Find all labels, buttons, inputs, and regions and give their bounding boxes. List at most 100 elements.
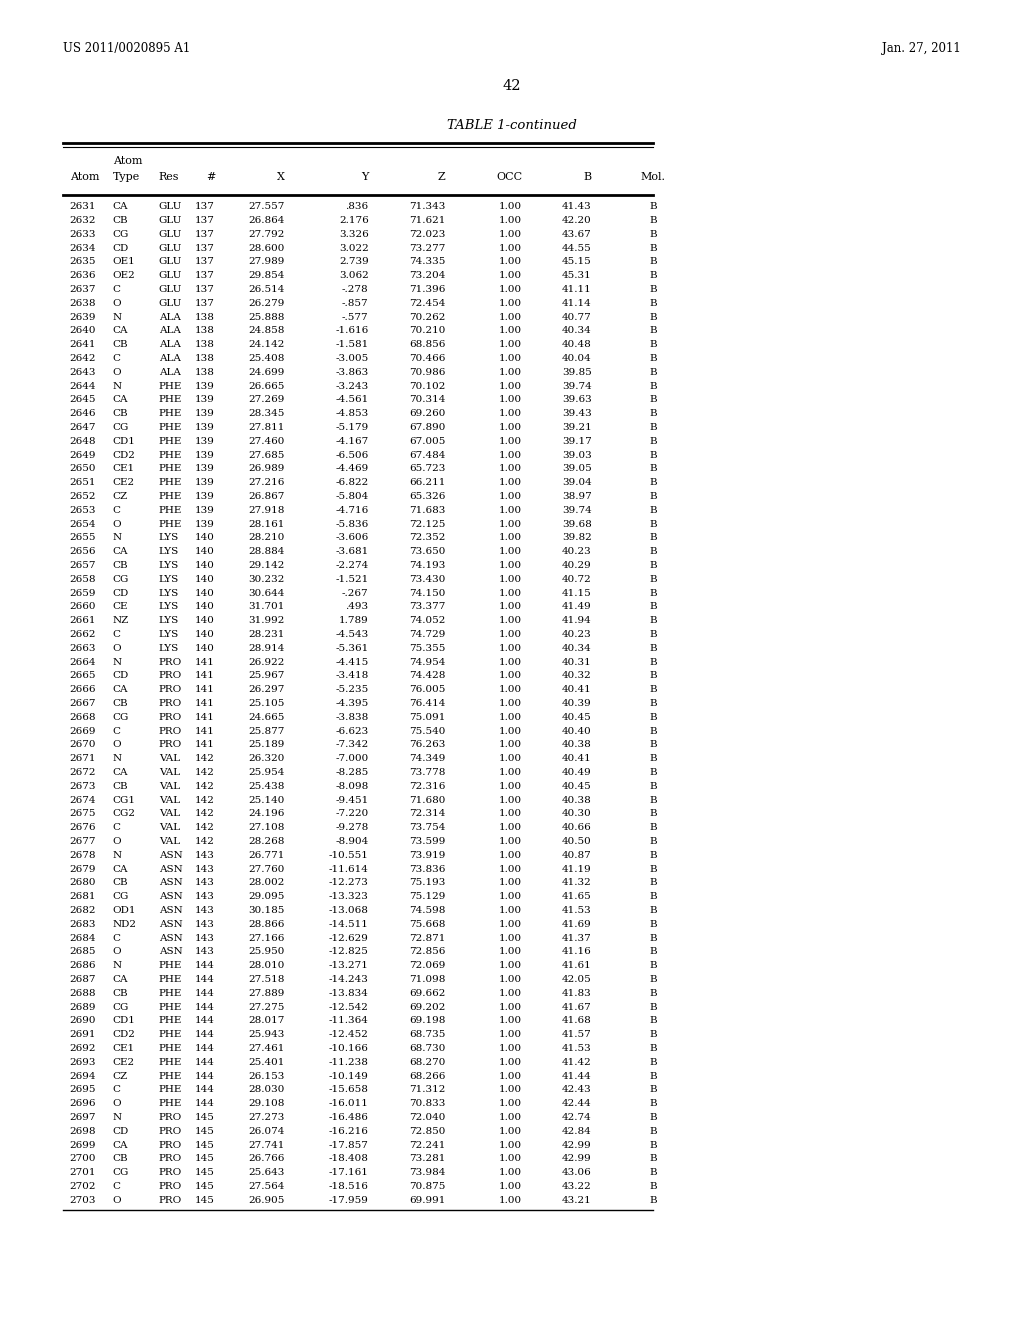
Text: 74.954: 74.954 [409,657,445,667]
Text: PRO: PRO [159,1155,182,1163]
Text: -3.243: -3.243 [336,381,369,391]
Text: 2649: 2649 [70,450,96,459]
Text: 40.50: 40.50 [562,837,592,846]
Text: 2680: 2680 [70,879,96,887]
Text: GLU: GLU [159,202,182,211]
Text: 1.00: 1.00 [499,1140,522,1150]
Text: 2664: 2664 [70,657,96,667]
Text: CA: CA [113,865,128,874]
Text: 26.864: 26.864 [248,216,285,224]
Text: 1.00: 1.00 [499,313,522,322]
Text: 43.22: 43.22 [562,1183,592,1191]
Text: 39.05: 39.05 [562,465,592,474]
Text: 31.701: 31.701 [248,602,285,611]
Text: B: B [649,437,657,446]
Text: 27.518: 27.518 [248,975,285,985]
Text: 1.00: 1.00 [499,576,522,583]
Text: CA: CA [113,1140,128,1150]
Text: 41.49: 41.49 [562,602,592,611]
Text: 140: 140 [196,630,215,639]
Text: B: B [649,975,657,985]
Text: 69.202: 69.202 [409,1003,445,1011]
Text: 140: 140 [196,576,215,583]
Text: 71.683: 71.683 [409,506,445,515]
Text: B: B [649,1016,657,1026]
Text: C: C [113,1085,121,1094]
Text: 41.16: 41.16 [562,948,592,957]
Text: 29.108: 29.108 [248,1100,285,1109]
Text: 42.99: 42.99 [562,1140,592,1150]
Text: -.577: -.577 [342,313,369,322]
Text: 39.63: 39.63 [562,396,592,404]
Text: 41.83: 41.83 [562,989,592,998]
Text: ASN: ASN [159,920,182,929]
Text: B: B [584,172,592,182]
Text: 40.04: 40.04 [562,354,592,363]
Text: 2634: 2634 [70,244,96,252]
Text: 76.414: 76.414 [409,700,445,708]
Text: 42.84: 42.84 [562,1127,592,1135]
Text: 71.621: 71.621 [409,216,445,224]
Text: N: N [113,1113,122,1122]
Text: 73.836: 73.836 [409,865,445,874]
Text: -16.486: -16.486 [329,1113,369,1122]
Text: 144: 144 [196,1072,215,1081]
Text: -6.623: -6.623 [336,726,369,735]
Text: 1.00: 1.00 [499,1085,522,1094]
Text: 1.00: 1.00 [499,368,522,378]
Text: 2689: 2689 [70,1003,96,1011]
Text: 25.877: 25.877 [248,726,285,735]
Text: -4.469: -4.469 [336,465,369,474]
Text: 140: 140 [196,548,215,556]
Text: 1.00: 1.00 [499,1127,522,1135]
Text: 2691: 2691 [70,1030,96,1039]
Text: 2701: 2701 [70,1168,96,1177]
Text: -4.167: -4.167 [336,437,369,446]
Text: 139: 139 [196,465,215,474]
Text: 1.00: 1.00 [499,616,522,626]
Text: 40.31: 40.31 [562,657,592,667]
Text: 25.189: 25.189 [248,741,285,750]
Text: 68.856: 68.856 [409,341,445,350]
Text: 28.600: 28.600 [248,244,285,252]
Text: 70.466: 70.466 [409,354,445,363]
Text: B: B [649,892,657,902]
Text: B: B [649,1030,657,1039]
Text: 2688: 2688 [70,989,96,998]
Text: N: N [113,657,122,667]
Text: 143: 143 [196,948,215,957]
Text: 1.00: 1.00 [499,713,522,722]
Text: -13.068: -13.068 [329,906,369,915]
Text: 28.268: 28.268 [248,837,285,846]
Text: 27.108: 27.108 [248,824,285,833]
Text: 73.650: 73.650 [409,548,445,556]
Text: PHE: PHE [159,961,182,970]
Text: 2650: 2650 [70,465,96,474]
Text: 41.61: 41.61 [562,961,592,970]
Text: 2657: 2657 [70,561,96,570]
Text: PHE: PHE [159,506,182,515]
Text: 2703: 2703 [70,1196,96,1205]
Text: PHE: PHE [159,989,182,998]
Text: 40.23: 40.23 [562,630,592,639]
Text: B: B [649,409,657,418]
Text: 26.771: 26.771 [248,851,285,859]
Text: 1.00: 1.00 [499,961,522,970]
Text: 1.00: 1.00 [499,768,522,777]
Text: O: O [113,1100,121,1109]
Text: 68.730: 68.730 [409,1044,445,1053]
Text: CG: CG [113,1003,129,1011]
Text: -4.561: -4.561 [336,396,369,404]
Text: GLU: GLU [159,272,182,280]
Text: 26.074: 26.074 [248,1127,285,1135]
Text: CG: CG [113,576,129,583]
Text: 2653: 2653 [70,506,96,515]
Text: 27.685: 27.685 [248,450,285,459]
Text: 74.598: 74.598 [409,906,445,915]
Text: B: B [649,685,657,694]
Text: PRO: PRO [159,726,182,735]
Text: 1.00: 1.00 [499,1183,522,1191]
Text: 42.05: 42.05 [562,975,592,985]
Text: PRO: PRO [159,685,182,694]
Text: 71.098: 71.098 [409,975,445,985]
